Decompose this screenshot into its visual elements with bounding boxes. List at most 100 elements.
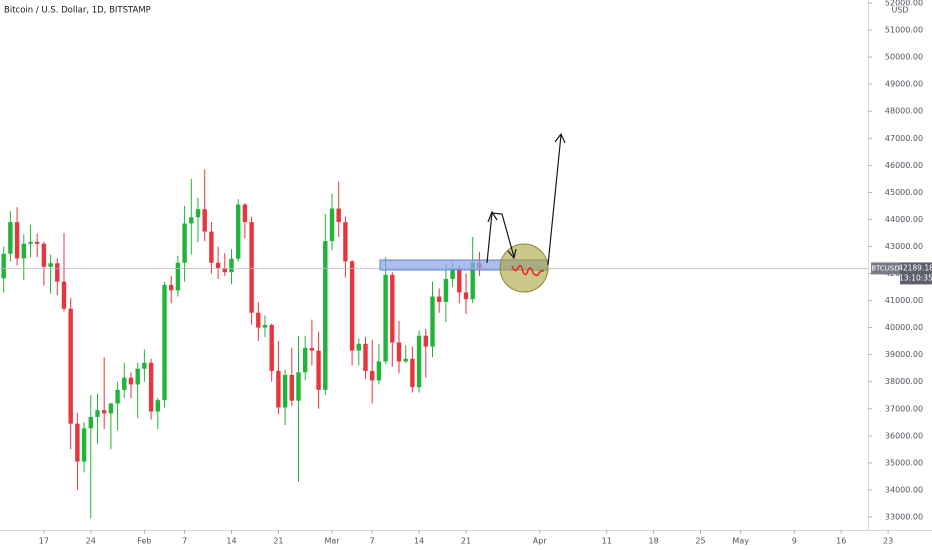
candle-body: [276, 370, 281, 408]
x-tick-label: Feb: [137, 537, 151, 546]
x-tick-label: Mar: [324, 537, 340, 546]
countdown-label: 13:10:35: [899, 273, 932, 282]
candle-body: [21, 243, 26, 259]
x-tick-label: 7: [182, 537, 187, 546]
y-tick-label: 43000.00: [885, 242, 923, 251]
candle-body: [55, 263, 60, 282]
x-tick-label: 24: [86, 537, 96, 546]
candle-body: [356, 343, 361, 351]
candle-body: [316, 350, 321, 390]
y-tick-label: 48000.00: [885, 107, 923, 116]
x-tick-label: May: [732, 537, 749, 546]
x-tick-label: 18: [649, 537, 659, 546]
candle-body: [470, 262, 475, 300]
y-tick-label: 36000.00: [885, 431, 923, 440]
candle-body: [256, 312, 261, 328]
y-tick-label: 52000.00: [885, 0, 923, 8]
candle-body: [323, 241, 328, 390]
candle-body: [34, 241, 40, 244]
candle-body: [182, 223, 187, 263]
y-tick-label: 46000.00: [885, 161, 923, 170]
candle-body: [41, 243, 47, 267]
price-axis: 33000.00 34000.00 35000.00 36000.00 37000.00…: [39, 0, 932, 546]
candle-body: [148, 362, 154, 412]
candle-body: [14, 222, 20, 259]
candle-body: [115, 389, 120, 404]
candle-body: [296, 372, 301, 401]
candle-body: [75, 423, 80, 462]
highlight-circle: [499, 243, 549, 293]
y-tick-label: 51000.00: [885, 26, 923, 35]
candle-body: [162, 284, 167, 401]
y-tick-label: 35000.00: [885, 458, 923, 467]
y-tick-label: 45000.00: [885, 188, 923, 197]
candle-body: [215, 262, 221, 269]
candle-body: [1, 253, 6, 279]
candle-body: [48, 263, 53, 267]
price-label: 42189.18: [898, 263, 932, 272]
candle-body: [329, 208, 335, 242]
candle-body: [302, 347, 308, 373]
candle-body: [376, 361, 382, 381]
candle-body: [403, 358, 408, 362]
candle-body: [8, 222, 13, 254]
candle-body: [95, 410, 100, 417]
candle-body: [416, 335, 422, 388]
arrow-head: [487, 210, 517, 260]
y-tick-label: 33000.00: [885, 512, 923, 521]
candle-body: [410, 358, 415, 388]
candle-body: [122, 377, 127, 390]
candle-body: [108, 403, 114, 414]
candle-body: [336, 208, 341, 223]
candle-body: [202, 209, 207, 232]
chart-title: Bitcoin / U.S. Dollar, 1D, BITSTAMP: [4, 6, 151, 16]
candle-body: [430, 296, 435, 347]
x-tick-label: 7: [370, 537, 375, 546]
candle-body: [88, 416, 93, 429]
symbol-label-box: [871, 262, 900, 275]
candle-body: [242, 204, 248, 223]
candle-body: [262, 324, 268, 328]
candle-body: [383, 274, 388, 362]
y-tick-label: 39000.00: [885, 350, 923, 359]
arrow-up: [547, 132, 566, 266]
x-tick-label: 14: [414, 537, 424, 546]
y-tick-label: 49000.00: [885, 80, 923, 89]
x-tick-label: 11: [602, 537, 612, 546]
y-tick-label: 38000.00: [885, 377, 923, 386]
y-axis-label: USD: [891, 6, 908, 15]
candle-body: [282, 374, 288, 408]
plot: [0, 169, 868, 519]
candle-body: [369, 370, 375, 381]
candle-body: [390, 274, 395, 343]
x-tick-label: 21: [461, 537, 471, 546]
candle-body: [423, 335, 428, 347]
x-tick-label: 17: [39, 537, 49, 546]
y-tick-label: 41000.00: [885, 296, 923, 305]
arrow-path: [486, 212, 515, 264]
x-tick-label: 21: [273, 537, 283, 546]
candle-body: [135, 368, 140, 385]
candle-body: [128, 377, 134, 385]
candle-body: [101, 410, 107, 414]
candle-body: [436, 296, 442, 302]
x-tick-label: 9: [792, 537, 797, 546]
candle-body: [155, 400, 160, 412]
drawings: [379, 132, 566, 293]
y-tick-label: 44000.00: [885, 215, 923, 224]
candle-body: [457, 268, 462, 293]
y-tick-label: 50000.00: [885, 53, 923, 62]
candle-body: [363, 343, 368, 371]
candle-body: [222, 268, 227, 273]
candle-body: [443, 278, 449, 302]
y-tick-label: 37000.00: [885, 404, 923, 413]
candle-body: [343, 222, 348, 262]
y-tick-label: 40000.00: [885, 323, 923, 332]
candle-body: [229, 258, 234, 273]
candle-body: [249, 222, 254, 313]
price-label-box: [900, 262, 932, 285]
candle-body: [289, 374, 294, 401]
candle-body: [463, 292, 469, 300]
candle-body: [68, 308, 73, 424]
